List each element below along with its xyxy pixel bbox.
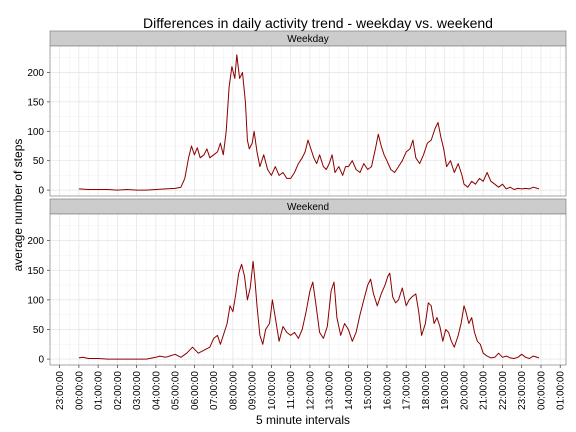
x-tick-label: 09:00:00 [248,371,259,410]
x-tick-label: 23:00:00 [55,371,66,410]
x-tick-label: 08:00:00 [228,371,239,410]
x-tick-label: 19:00:00 [440,371,451,410]
panel-weekend: Weekend 0 50 100 150 200 [27,198,567,366]
x-tick-label: 18:00:00 [421,371,432,410]
panel-border [49,45,567,197]
y-axis-title: average number of steps [11,139,25,272]
y-tick-label: 0 [38,186,44,197]
x-tick-label: 21:00:00 [479,371,490,410]
x-tick-label: 00:00:00 [536,371,547,410]
x-tick-label: 03:00:00 [132,371,143,410]
x-tick-label: 23:00:00 [517,371,528,410]
chart-title: Differences in daily activity trend - we… [143,15,493,31]
series-line-weekend [78,260,540,360]
x-tick-label: 01:00:00 [94,371,105,410]
y-tick-label: 100 [27,127,44,138]
panel-border [49,213,567,366]
plot-layer: Weekday 0 50 100 150 200 Weekend 0 50 100 150 200 23… [27,30,567,410]
x-tick-label: 20:00:00 [459,371,470,410]
series-line-weekday [78,54,540,191]
x-axis-title: 5 minute intervals [256,413,350,427]
x-tick-label: 05:00:00 [171,371,182,410]
x-tick-label: 16:00:00 [382,371,393,410]
x-tick-label: 02:00:00 [113,371,124,410]
y-tick-label: 200 [27,68,44,79]
x-tick-label: 07:00:00 [209,371,220,410]
y-tick-label: 0 [38,355,44,366]
x-tick-label: 10:00:00 [267,371,278,410]
x-tick-label: 12:00:00 [305,371,316,410]
x-tick-label: 13:00:00 [325,371,336,410]
x-tick-label: 04:00:00 [151,371,162,410]
x-tick-label: 17:00:00 [402,371,413,410]
y-tick-label: 100 [27,295,44,306]
x-tick-label: 14:00:00 [344,371,355,410]
y-tick-label: 200 [27,236,44,247]
x-axis: 23:00:00 00:00:00 01:00:00 02:00:00 03:00:00… [55,365,567,410]
y-tick-label: 150 [27,97,44,108]
x-tick-label: 11:00:00 [286,371,297,410]
x-tick-label: 00:00:00 [74,371,85,410]
y-tick-label: 50 [33,325,45,336]
panel-background [50,214,566,365]
strip-label-weekend: Weekend [287,202,329,213]
y-tick-label: 50 [33,156,45,167]
panel-background [50,46,566,196]
x-tick-label: 06:00:00 [190,371,201,410]
y-tick-label: 150 [27,266,44,277]
x-tick-label: 15:00:00 [363,371,374,410]
strip-label-weekday: Weekday [287,34,329,45]
panel-weekday: Weekday 0 50 100 150 200 [27,30,567,197]
x-tick-label: 22:00:00 [498,371,509,410]
x-tick-label: 01:00:00 [556,371,567,410]
